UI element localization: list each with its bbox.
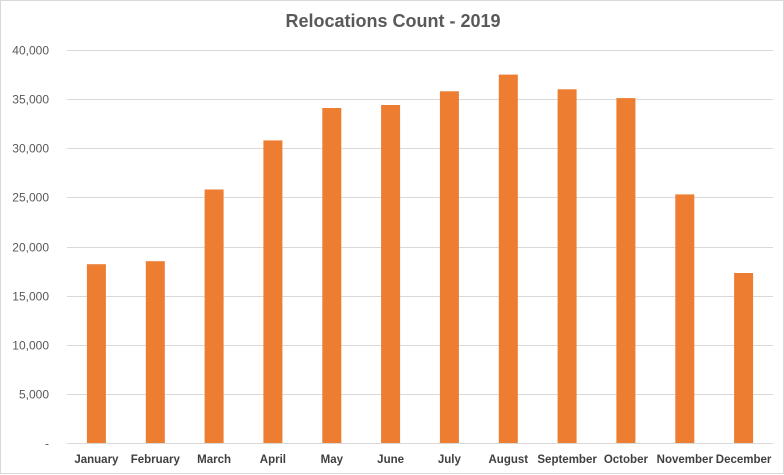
- bar-october: [616, 98, 636, 443]
- y-tick-label: 40,000: [12, 44, 49, 58]
- bar-july: [439, 91, 459, 444]
- bars: [86, 74, 754, 444]
- bar-may: [322, 108, 342, 443]
- x-category-label: March: [197, 454, 231, 466]
- x-category-label: January: [74, 454, 119, 466]
- bar-april: [263, 140, 283, 443]
- x-category-label: October: [604, 454, 649, 466]
- bar-march: [204, 189, 224, 443]
- y-tick-label: 15,000: [12, 290, 49, 304]
- y-tick-label: 35,000: [12, 93, 49, 107]
- x-category-label: December: [716, 454, 772, 466]
- x-category-label: August: [488, 454, 528, 466]
- x-category-label: April: [260, 454, 286, 466]
- gridlines: [67, 50, 773, 444]
- bar-august: [498, 74, 518, 443]
- y-tick-label: 20,000: [12, 241, 49, 255]
- x-axis-categories: January February March April May June July Augu…: [74, 454, 772, 466]
- bar-january: [86, 264, 106, 443]
- y-axis-ticks: - 5,000 10,000 15,000 20,000 25,000 30,000 35,0…: [12, 44, 49, 451]
- y-tick-label: 5,000: [19, 388, 49, 402]
- bar-november: [675, 194, 695, 443]
- bar-september: [557, 89, 577, 444]
- x-category-label: February: [131, 454, 181, 466]
- x-category-label: November: [657, 454, 714, 466]
- x-category-label: May: [321, 454, 344, 466]
- x-category-label: July: [438, 454, 462, 466]
- y-tick-label: 10,000: [12, 339, 49, 353]
- y-tick-label: -: [45, 437, 49, 451]
- x-category-label: September: [537, 454, 597, 466]
- bar-february: [145, 261, 165, 443]
- chart-title: Relocations Count - 2019: [285, 11, 500, 31]
- bar-june: [381, 105, 401, 443]
- y-tick-label: 30,000: [12, 142, 49, 156]
- x-category-label: June: [377, 454, 404, 466]
- y-tick-label: 25,000: [12, 191, 49, 205]
- bar-december: [734, 273, 754, 443]
